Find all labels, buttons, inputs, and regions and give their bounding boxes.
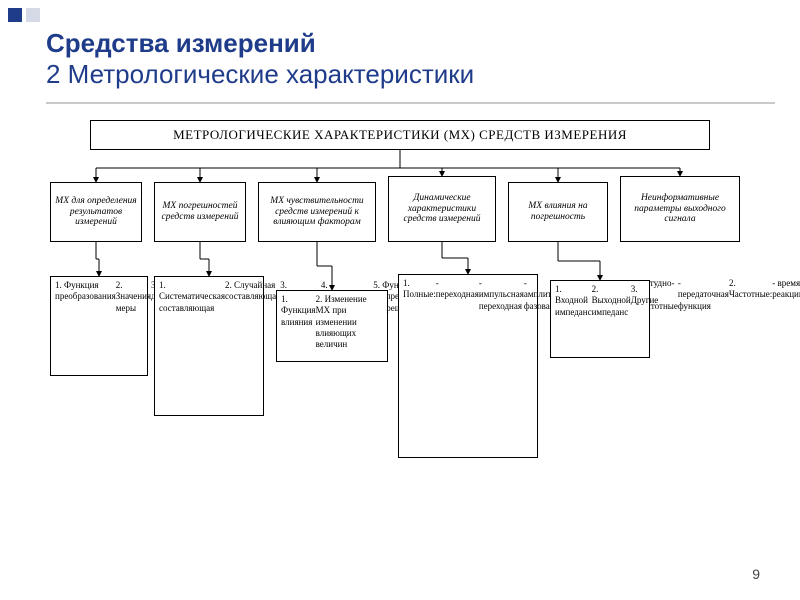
page-number: 9: [752, 566, 760, 582]
slide-title: Средства измерений 2 Метрологические хар…: [46, 28, 780, 90]
root-box: МЕТРОЛОГИЧЕСКИЕ ХАРАКТЕРИСТИКИ (МХ) СРЕД…: [90, 120, 710, 150]
category-box: Динамические характеристики средств изме…: [388, 176, 496, 242]
title-line-1: Средства измерений: [46, 28, 780, 59]
leaf-box: 1. Функция преобразования2. Значения мер…: [50, 276, 148, 376]
leaf-box: 1. Полные:- переходная- импульсная перех…: [398, 274, 538, 458]
category-box: Неинформативные параметры выходного сигн…: [620, 176, 740, 242]
category-box: МХ для определения результатов измерений: [50, 182, 142, 242]
title-underline: [46, 102, 775, 104]
accent-bar: [8, 8, 40, 22]
leaf-box: 1. Систематическая составляющая2. Случай…: [154, 276, 264, 416]
leaf-box: 1. Входной импеданс2. Выходной импеданс3…: [550, 280, 650, 358]
category-box: МХ погрешностей средств измерений: [154, 182, 246, 242]
hierarchy-diagram: МЕТРОЛОГИЧЕСКИЕ ХАРАКТЕРИСТИКИ (МХ) СРЕД…: [50, 120, 754, 530]
category-box: МХ чувствительности средств измерений к …: [258, 182, 376, 242]
leaf-box: 1. Функция влияния2. Изменение МХ при из…: [276, 290, 388, 362]
accent-square-dark: [8, 8, 22, 22]
title-line-2: 2 Метрологические характеристики: [46, 59, 780, 90]
category-box: МХ влияния на погрешность: [508, 182, 608, 242]
accent-square-light: [26, 8, 40, 22]
